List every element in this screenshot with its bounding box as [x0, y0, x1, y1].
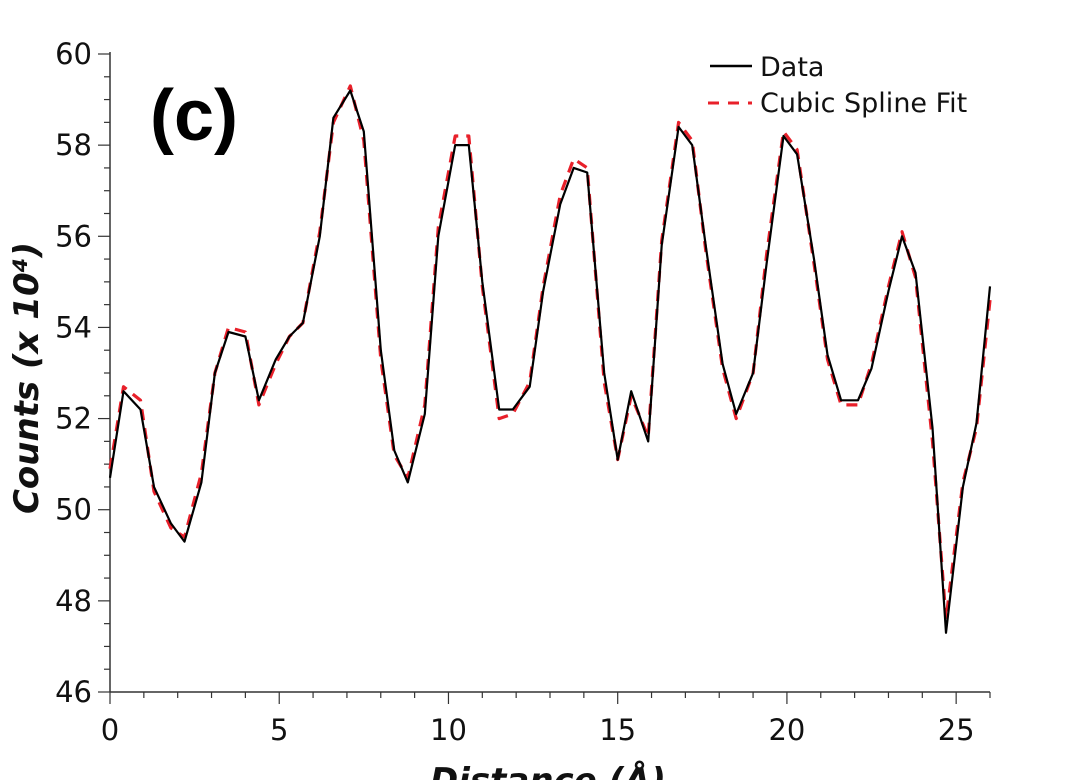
x-axis-title: Distance (Å): [430, 760, 666, 780]
x-axis-ticks: 0 5 10 15 20 25: [101, 692, 991, 747]
series-line-cubic-spline-fit: [108, 84, 992, 621]
y-tick-label: 58: [55, 128, 92, 162]
x-tick-label: 20: [768, 713, 805, 747]
x-tick-label: 10: [430, 713, 467, 747]
y-tick-label: 56: [55, 219, 92, 253]
series-line-data: [108, 89, 992, 634]
panel-label: (c): [150, 76, 238, 156]
y-tick-label: 46: [55, 675, 92, 709]
axes: [109, 52, 990, 693]
y-axis-title: Counts (x 10⁴): [7, 242, 47, 514]
y-tick-label: 54: [55, 310, 92, 344]
x-tick-label: 15: [599, 713, 636, 747]
x-tick-label: 5: [270, 713, 288, 747]
series-group: [108, 84, 992, 634]
legend: Data Cubic Spline Fit: [708, 52, 967, 119]
y-tick-label: 52: [55, 402, 92, 436]
y-tick-label: 60: [55, 37, 92, 71]
x-tick-label: 0: [101, 713, 119, 747]
y-axis-ticks: 46 48 50 52 54 56 58 60: [55, 37, 110, 709]
y-tick-label: 48: [55, 584, 92, 618]
y-tick-label: 50: [55, 493, 92, 527]
legend-label-data: Data: [760, 52, 824, 83]
legend-label-fit: Cubic Spline Fit: [760, 88, 967, 119]
x-tick-label: 25: [938, 713, 975, 747]
